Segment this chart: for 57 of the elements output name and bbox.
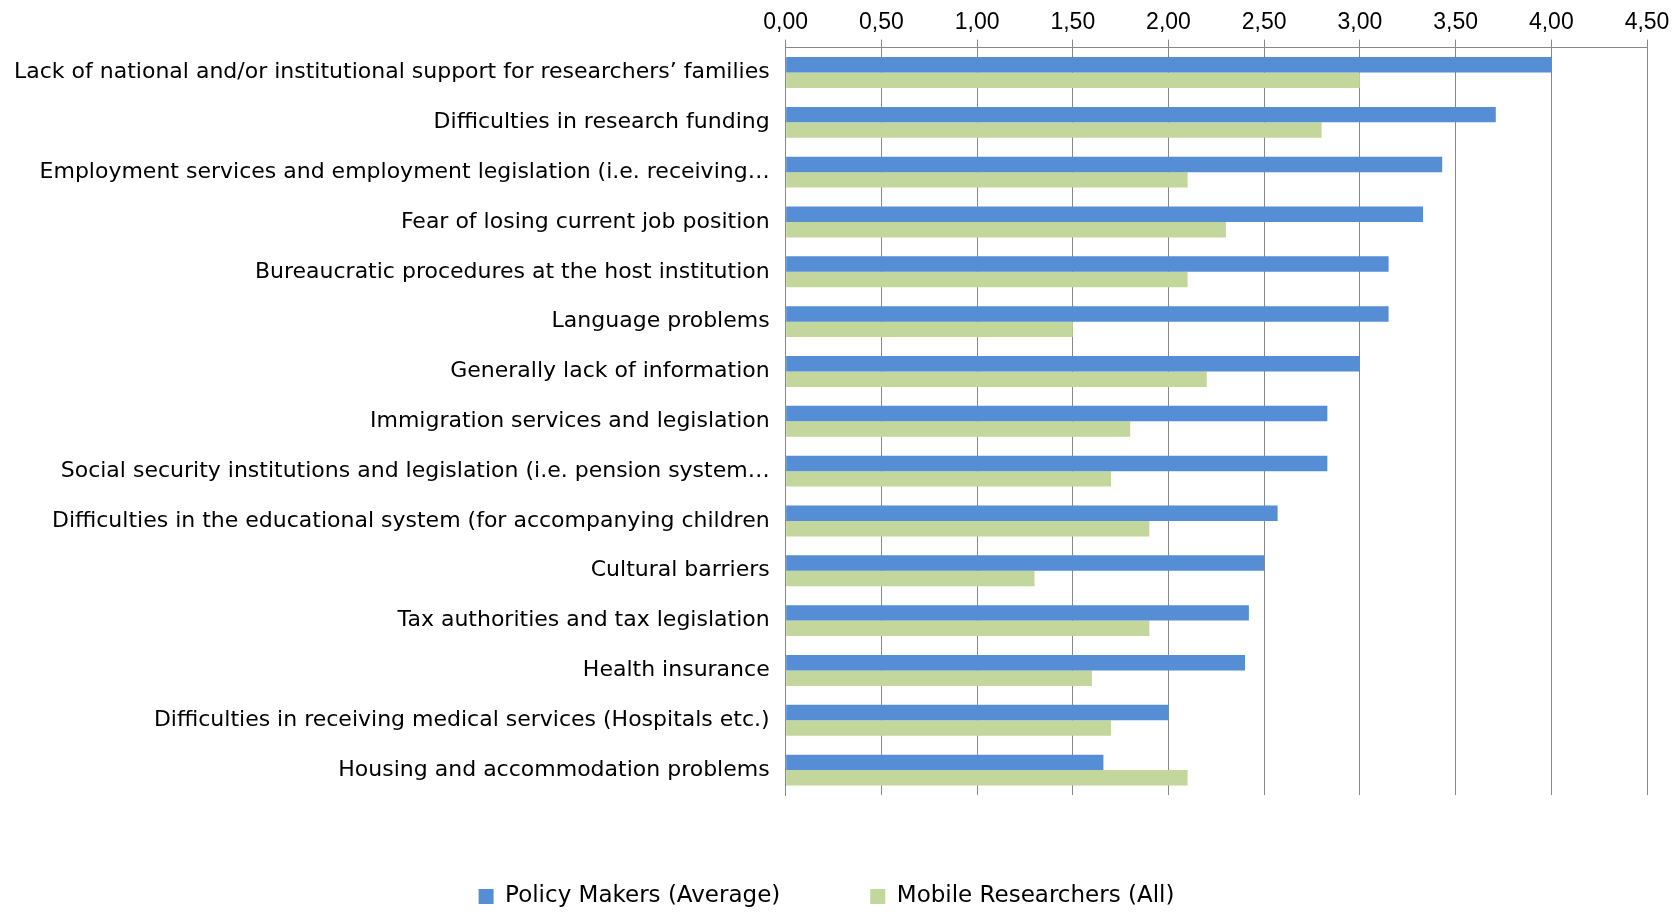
bar	[786, 221, 1226, 238]
bar	[786, 206, 1424, 222]
y-tick-label: Health insurance	[582, 656, 770, 682]
y-tick-label: Employment services and employment legislation (i.e. receiving…	[39, 157, 770, 183]
bar	[786, 256, 1389, 272]
bar	[786, 754, 1104, 771]
bar	[786, 704, 1169, 721]
bar	[786, 455, 1328, 472]
y-tick-label: Cultural barriers	[590, 556, 770, 582]
y-tick-label: Difficulties in research funding	[433, 108, 770, 134]
x-tick-label: 0,50	[858, 8, 904, 35]
bar	[786, 654, 1246, 671]
bar	[786, 605, 1249, 621]
bar	[786, 356, 1360, 372]
bar	[786, 720, 1112, 736]
x-tick-label: 2,00	[1146, 8, 1191, 35]
x-tick-label: 1,50	[1050, 8, 1096, 35]
y-tick-label: Social security institutions and legislation (i.e. pension system…	[60, 456, 770, 482]
legend-label: Policy Makers (Average)	[505, 881, 781, 908]
x-tick-label: 1,00	[954, 8, 1000, 35]
bar	[786, 505, 1278, 521]
bar	[786, 620, 1150, 637]
y-tick-label: Difficulties in the educational system (for accompanying children	[51, 506, 770, 532]
y-tick-label: Language problems	[551, 307, 770, 333]
bar	[786, 770, 1188, 786]
bar	[786, 57, 1552, 73]
bar	[786, 156, 1443, 173]
bar	[786, 471, 1112, 487]
y-tick-label: Lack of national and/or institutional support for researchers’ families	[14, 58, 770, 84]
x-tick-label: 3,50	[1433, 8, 1478, 35]
bar	[786, 172, 1188, 188]
x-tick-label: 4,50	[1624, 8, 1670, 35]
bar	[786, 106, 1496, 123]
bar	[786, 271, 1188, 288]
bar	[786, 321, 1073, 338]
x-tick-label: 2,50	[1241, 8, 1287, 35]
bar	[786, 520, 1150, 537]
y-tick-label: Immigration services and legislation	[370, 407, 770, 433]
x-tick-label: 4,00	[1528, 8, 1574, 35]
bar	[786, 670, 1092, 686]
bar	[786, 421, 1131, 437]
bar	[786, 371, 1207, 387]
x-tick-label: 3,00	[1337, 8, 1383, 35]
legend-label: Mobile Researchers (All)	[896, 881, 1175, 908]
y-tick-label: Fear of losing current job position	[400, 207, 770, 233]
bar	[786, 570, 1035, 587]
y-tick-label: Tax authorities and tax legislation	[396, 606, 770, 632]
x-tick-label: 0,00	[763, 8, 809, 35]
y-tick-label: Housing and accommodation problems	[338, 755, 770, 781]
bar	[786, 306, 1389, 322]
bar	[786, 555, 1265, 571]
y-tick-label: Difficulties in receiving medical services (Hospitals etc.)	[153, 705, 770, 731]
y-tick-label: Bureaucratic procedures at the host institution	[254, 257, 770, 283]
bar	[786, 72, 1360, 88]
bar	[786, 122, 1322, 138]
y-tick-label: Generally lack of information	[450, 357, 770, 383]
bar	[786, 405, 1328, 422]
